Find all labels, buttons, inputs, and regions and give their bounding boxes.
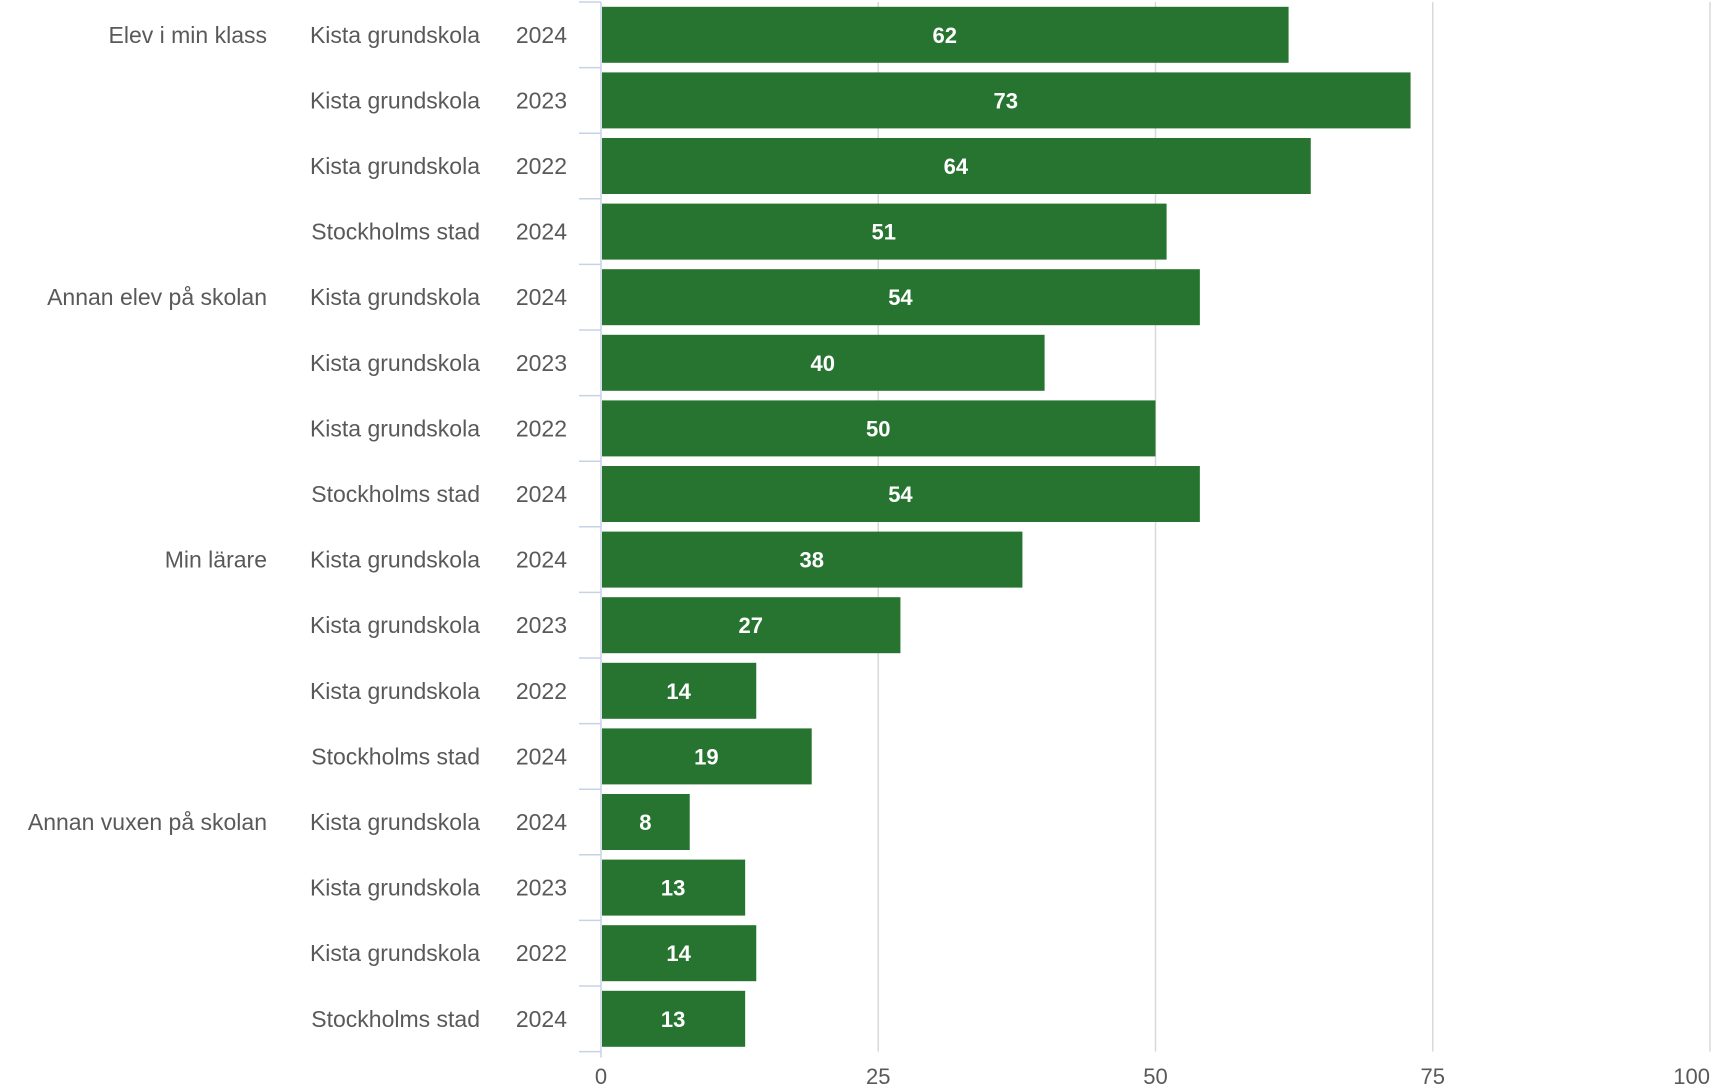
group-label: Min lärare (165, 547, 267, 573)
bar (602, 269, 1200, 326)
year-label: 2023 (516, 875, 567, 901)
data-label: 38 (799, 548, 823, 573)
data-label: 40 (811, 351, 835, 376)
year-label: 2023 (516, 87, 567, 113)
year-label: 2022 (516, 678, 567, 704)
data-label: 54 (888, 285, 913, 310)
data-label: 27 (738, 613, 762, 638)
school-label: Stockholms stad (311, 1006, 480, 1032)
year-label: 2023 (516, 350, 567, 376)
bar (602, 334, 1045, 391)
x-tick-label: 25 (866, 1064, 890, 1089)
year-label: 2022 (516, 153, 567, 179)
year-label: 2023 (516, 612, 567, 638)
data-label: 14 (666, 941, 691, 966)
bar (602, 990, 746, 1047)
school-label: Kista grundskola (310, 875, 480, 901)
data-label: 19 (694, 744, 718, 769)
school-label: Kista grundskola (310, 547, 480, 573)
year-label: 2024 (516, 219, 567, 245)
bar (602, 72, 1411, 129)
school-label: Stockholms stad (311, 219, 480, 245)
school-label: Kista grundskola (310, 678, 480, 704)
bar (602, 728, 812, 785)
x-tick-label: 0 (595, 1064, 607, 1089)
group-label: Annan vuxen på skolan (28, 809, 267, 835)
data-label: 8 (639, 810, 651, 835)
school-label: Kista grundskola (310, 22, 480, 48)
bar (602, 138, 1311, 194)
bar (602, 400, 1156, 457)
data-label: 51 (872, 220, 896, 245)
bar-layer (602, 6, 1411, 1047)
bar (602, 662, 757, 719)
school-label: Kista grundskola (310, 350, 480, 376)
year-label: 2024 (516, 481, 567, 507)
year-label: 2024 (516, 22, 567, 48)
bar (602, 794, 690, 850)
year-label: 2024 (516, 1006, 567, 1032)
data-label: 14 (666, 679, 691, 704)
data-label: 13 (661, 1007, 685, 1032)
label-layer: 62 2024 Kista grundskola Elev i min klass 73… (28, 22, 1018, 1032)
bar (602, 466, 1200, 522)
school-label: Stockholms stad (311, 743, 480, 769)
year-label: 2022 (516, 415, 567, 441)
bar (602, 531, 1023, 588)
school-label: Kista grundskola (310, 153, 480, 179)
school-label: Kista grundskola (310, 809, 480, 835)
x-tick-label: 100 (1673, 1064, 1710, 1089)
school-label: Stockholms stad (311, 481, 480, 507)
year-label: 2022 (516, 940, 567, 966)
school-label: Kista grundskola (310, 612, 480, 638)
bar (602, 925, 757, 982)
x-tick-label: 50 (1143, 1064, 1167, 1089)
data-label: 54 (888, 482, 913, 507)
data-label: 73 (994, 88, 1018, 113)
x-tick-label: 75 (1421, 1064, 1445, 1089)
data-label: 13 (661, 876, 685, 901)
data-label: 50 (866, 416, 890, 441)
data-label: 64 (944, 154, 969, 179)
bar (602, 859, 746, 916)
bar (602, 6, 1289, 63)
axis-layer: 0 25 50 75 100 (579, 1, 1710, 1089)
group-label: Elev i min klass (109, 22, 267, 48)
data-label: 62 (933, 23, 957, 48)
year-label: 2024 (516, 547, 567, 573)
group-label: Annan elev på skolan (47, 284, 267, 310)
year-label: 2024 (516, 809, 567, 835)
bar (602, 597, 901, 654)
year-label: 2024 (516, 743, 567, 769)
year-label: 2024 (516, 284, 567, 310)
school-label: Kista grundskola (310, 940, 480, 966)
school-label: Kista grundskola (310, 415, 480, 441)
school-label: Kista grundskola (310, 87, 480, 113)
school-label: Kista grundskola (310, 284, 480, 310)
bar (602, 203, 1167, 260)
